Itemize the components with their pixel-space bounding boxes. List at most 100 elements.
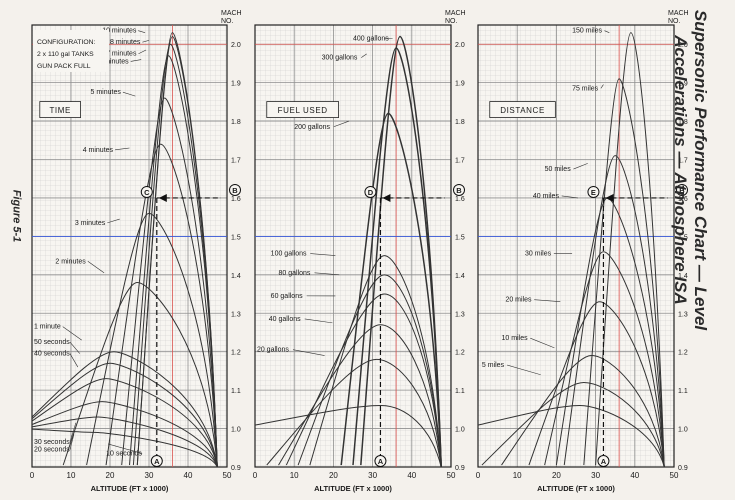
marker-a: A bbox=[378, 457, 384, 466]
series-line-30-seconds bbox=[31, 401, 218, 468]
chart-title-line1: Supersonic Performance Chart — Level bbox=[691, 9, 710, 331]
y-tick-label: 1.0 bbox=[231, 427, 241, 434]
y-tick-label: 1.7 bbox=[455, 158, 465, 165]
x-tick-label: 50 bbox=[670, 471, 679, 480]
y-tick-label: 1.1 bbox=[678, 388, 688, 395]
series-label-2-minutes: 2 minutes bbox=[55, 258, 86, 265]
x-tick-label: 40 bbox=[630, 471, 639, 480]
series-line-8-minutes bbox=[136, 36, 218, 468]
x-tick-label: 50 bbox=[447, 471, 456, 480]
series-leader bbox=[69, 422, 77, 443]
y-tick-label: 0.9 bbox=[678, 465, 688, 472]
y-tick-label: 1.4 bbox=[231, 273, 241, 280]
series-line-7-minutes bbox=[132, 43, 218, 468]
series-line-20-gallons bbox=[266, 358, 442, 468]
series-label-40-gallons: 40 gallons bbox=[269, 316, 301, 323]
series-label-40-miles: 40 miles bbox=[533, 193, 560, 200]
x-axis-label: ALTITUDE (FT x 1000) bbox=[537, 484, 615, 493]
panel-title-box bbox=[266, 101, 339, 118]
y-tick-label: 1.6 bbox=[455, 196, 465, 203]
series-line-80-gallons bbox=[297, 274, 442, 468]
y-tick-label: 1.5 bbox=[678, 234, 688, 241]
series-label-50-seconds: 50 seconds bbox=[34, 339, 70, 346]
y-tick-label: 1.8 bbox=[455, 119, 465, 126]
series-label-400-gallons: 400 gallons bbox=[353, 35, 389, 42]
series-line-1-minute bbox=[31, 351, 218, 468]
marker-d-circle bbox=[364, 185, 377, 198]
series-leader bbox=[142, 40, 150, 43]
series-line-60-gallons bbox=[285, 293, 442, 468]
configuration-line1: CONFIGURATION: bbox=[37, 39, 96, 46]
y-tick-label: 1.1 bbox=[455, 388, 465, 395]
series-leader bbox=[69, 434, 75, 450]
x-tick-label: 0 bbox=[476, 471, 481, 480]
x-tick-label: 40 bbox=[184, 471, 193, 480]
series-leader bbox=[573, 163, 588, 170]
panel-title: DISTANCE bbox=[500, 106, 545, 115]
y-tick-label: 2.0 bbox=[678, 42, 688, 49]
series-label-7-minutes: 7 minutes bbox=[106, 51, 137, 58]
series-leader bbox=[130, 59, 142, 62]
x-tick-label: 10 bbox=[67, 471, 76, 480]
x-tick-label: 20 bbox=[329, 471, 338, 480]
minor-grid bbox=[255, 25, 451, 467]
y-tick-label: 1.6 bbox=[231, 196, 241, 203]
mach-label-line1: MACH bbox=[445, 10, 466, 17]
series-line-10-seconds bbox=[31, 428, 218, 468]
series-leader bbox=[87, 261, 105, 274]
figure-label: Figure 5-1 bbox=[10, 189, 23, 243]
series-label-5-miles: 5 miles bbox=[482, 362, 505, 369]
marker-b: B bbox=[679, 186, 685, 195]
series-leader bbox=[507, 364, 541, 376]
series-leader bbox=[69, 341, 81, 354]
series-leader bbox=[107, 443, 143, 454]
series-label-30-seconds: 30 seconds bbox=[34, 439, 70, 446]
configuration-line2: 2 x 110 gal TANKS bbox=[37, 51, 94, 58]
arrow-icon bbox=[158, 193, 167, 202]
series-leader bbox=[138, 30, 146, 33]
series-label-20-miles: 20 miles bbox=[505, 297, 532, 304]
series-leader bbox=[534, 299, 561, 303]
series-line-150-miles bbox=[595, 32, 665, 468]
marker-c: C bbox=[144, 188, 150, 197]
y-tick-label: 1.7 bbox=[678, 158, 688, 165]
series-label-100-gallons: 100 gallons bbox=[271, 251, 307, 258]
series-line-6-minutes bbox=[129, 55, 218, 468]
series-line-300-gallons bbox=[352, 47, 442, 468]
series-line-400-gallons bbox=[360, 35, 442, 468]
series-label-50-miles: 50 miles bbox=[545, 166, 572, 173]
y-tick-label: 1.3 bbox=[231, 311, 241, 318]
y-tick-label: 1.0 bbox=[678, 427, 688, 434]
marker-a-circle bbox=[150, 455, 163, 467]
y-tick-label: 1.0 bbox=[455, 427, 465, 434]
x-tick-label: 10 bbox=[513, 471, 522, 480]
series-leader bbox=[69, 353, 79, 368]
y-tick-label: 1.1 bbox=[231, 388, 241, 395]
series-leader bbox=[304, 318, 333, 324]
series-leader bbox=[292, 349, 325, 356]
series-leader bbox=[62, 326, 82, 341]
series-line-200-gallons bbox=[340, 112, 442, 468]
arrow-icon bbox=[382, 193, 391, 202]
x-axis-label: ALTITUDE (FT x 1000) bbox=[314, 484, 392, 493]
series-line-20-miles bbox=[528, 301, 665, 468]
y-tick-label: 0.9 bbox=[455, 465, 465, 472]
y-tick-label: 1.2 bbox=[231, 350, 241, 357]
mach-label-line2: NO. bbox=[445, 18, 458, 25]
y-tick-label: 1.6 bbox=[678, 196, 688, 203]
series-line-5-miles bbox=[481, 381, 665, 468]
series-leader bbox=[310, 253, 336, 256]
minor-grid bbox=[32, 25, 227, 467]
marker-e-circle bbox=[587, 185, 600, 198]
marker-d: D bbox=[368, 188, 374, 197]
series-label-30-miles: 30 miles bbox=[525, 251, 552, 258]
x-axis-label: ALTITUDE (FT x 1000) bbox=[91, 484, 169, 493]
marker-b-circle bbox=[229, 183, 241, 196]
y-tick-label: 1.8 bbox=[231, 119, 241, 126]
series-line-2-minutes bbox=[62, 282, 218, 468]
configuration-box bbox=[33, 30, 109, 72]
marker-b: B bbox=[232, 186, 238, 195]
series-label-6-minutes: 6 minutes bbox=[98, 58, 129, 65]
